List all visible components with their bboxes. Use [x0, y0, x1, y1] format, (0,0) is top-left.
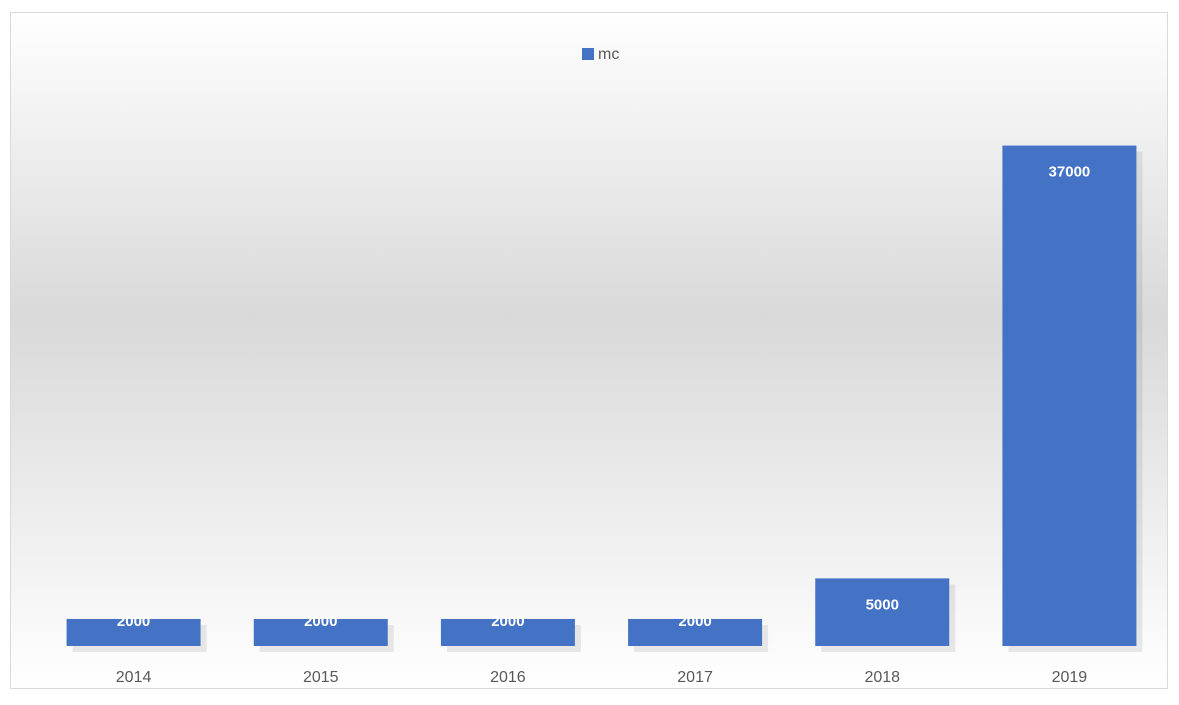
bar [815, 578, 950, 646]
bar [1002, 145, 1137, 646]
x-tick-label: 2019 [1052, 669, 1088, 686]
x-tick-label: 2016 [490, 669, 526, 686]
x-tick-label: 2015 [303, 669, 339, 686]
data-label: 5000 [866, 596, 899, 613]
x-tick-label: 2017 [677, 669, 713, 686]
data-label: 2000 [117, 613, 150, 630]
bar [253, 618, 388, 646]
legend-label: mc [598, 46, 619, 63]
data-label: 2000 [678, 613, 711, 630]
data-label: 2000 [491, 613, 524, 630]
bar [628, 618, 763, 646]
x-tick-label: 2018 [864, 669, 900, 686]
bar [440, 618, 575, 646]
data-label: 2000 [304, 613, 337, 630]
bar [66, 618, 201, 646]
data-label: 37000 [1049, 164, 1091, 181]
chart-frame [10, 12, 1168, 689]
legend-swatch [582, 48, 594, 60]
x-tick-label: 2014 [116, 669, 152, 686]
